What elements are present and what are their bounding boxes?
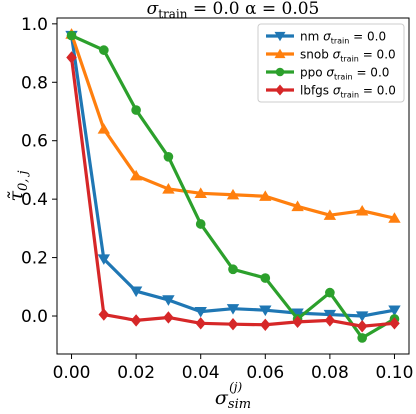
data-point (259, 305, 272, 317)
y-axis-label: τ̃0, j (5, 170, 31, 201)
data-point (130, 314, 142, 327)
data-point (291, 308, 304, 319)
data-point (195, 219, 206, 229)
data-point (227, 317, 239, 331)
legend-item: snob σtrain = 0.0 (266, 48, 396, 64)
chart-title: σtrain = 0.0 α = 0.05 (147, 0, 320, 21)
legend-marker (275, 67, 285, 77)
x-tick-label: 0.10 (376, 363, 414, 383)
x-tick-label: 0.04 (182, 363, 220, 383)
data-point (259, 190, 272, 201)
data-point (228, 264, 238, 275)
legend-label: lbfgs σtrain = 0.0 (300, 84, 396, 100)
series-group (65, 28, 401, 343)
data-point (129, 286, 143, 298)
data-point (357, 333, 368, 343)
x-axis-label: σsim(j) (215, 380, 251, 412)
y-tick-label: 0.6 (21, 132, 48, 152)
y-tick-label: 0.0 (21, 307, 48, 327)
data-point (131, 105, 141, 115)
data-point (291, 200, 304, 212)
data-point (195, 317, 206, 330)
chart-text: 0.00 0.02 0.04 0.06 0.08 0.10 0.0 0.2 0.4 0.6 0.8 1… (5, 0, 413, 412)
legend-label: nm σtrain = 0.0 (300, 30, 386, 46)
data-point (292, 315, 303, 329)
data-point (162, 183, 175, 194)
legend-item: lbfgs σtrain = 0.0 (266, 84, 396, 100)
legend-label: snob σtrain = 0.0 (300, 48, 396, 64)
axes (52, 17, 410, 359)
series-nm (65, 30, 401, 322)
data-point (98, 308, 110, 321)
data-point (388, 212, 401, 223)
data-point (129, 169, 143, 181)
legend-label: ppo σtrain = 0.0 (300, 66, 389, 82)
data-point (324, 314, 336, 327)
legend-marker (274, 31, 286, 42)
y-tick-label: 0.2 (21, 249, 48, 269)
legend-marker (274, 48, 286, 59)
data-point (97, 123, 111, 134)
data-point (260, 318, 271, 331)
data-point (163, 151, 174, 162)
legend: nm σtrain = 0.0 snob σtrain = 0.0 ppo σtra… (257, 23, 405, 103)
data-point (194, 306, 207, 318)
data-point (389, 317, 400, 330)
data-point (163, 311, 174, 324)
legend-box (257, 23, 405, 103)
data-point (97, 254, 111, 265)
data-point (356, 320, 368, 333)
data-point (226, 188, 240, 200)
data-point (260, 273, 271, 283)
y-tick-label: 0.4 (21, 190, 48, 210)
data-point (98, 45, 109, 55)
data-point (323, 209, 337, 220)
data-point (194, 187, 207, 198)
plot-area (65, 28, 401, 343)
legend-item: ppo σtrain = 0.0 (266, 66, 389, 82)
legend-item: nm σtrain = 0.0 (266, 30, 386, 46)
x-tick-label: 0.06 (246, 363, 284, 383)
x-tick-label: 0.00 (53, 363, 91, 383)
series-lbfgs (66, 51, 400, 333)
legend-marker (275, 84, 285, 96)
x-tick-label: 0.02 (117, 363, 155, 383)
data-point (388, 305, 401, 317)
data-point (325, 287, 335, 298)
data-point (355, 311, 369, 322)
y-tick-label: 1.0 (21, 15, 48, 35)
data-point (162, 295, 175, 306)
data-point (66, 51, 77, 64)
x-tick-label: 0.08 (311, 363, 349, 383)
axes-frame (56, 17, 410, 355)
data-point (355, 204, 369, 216)
data-point (66, 30, 77, 41)
y-tick-label: 0.8 (21, 73, 48, 93)
data-point (226, 304, 240, 315)
